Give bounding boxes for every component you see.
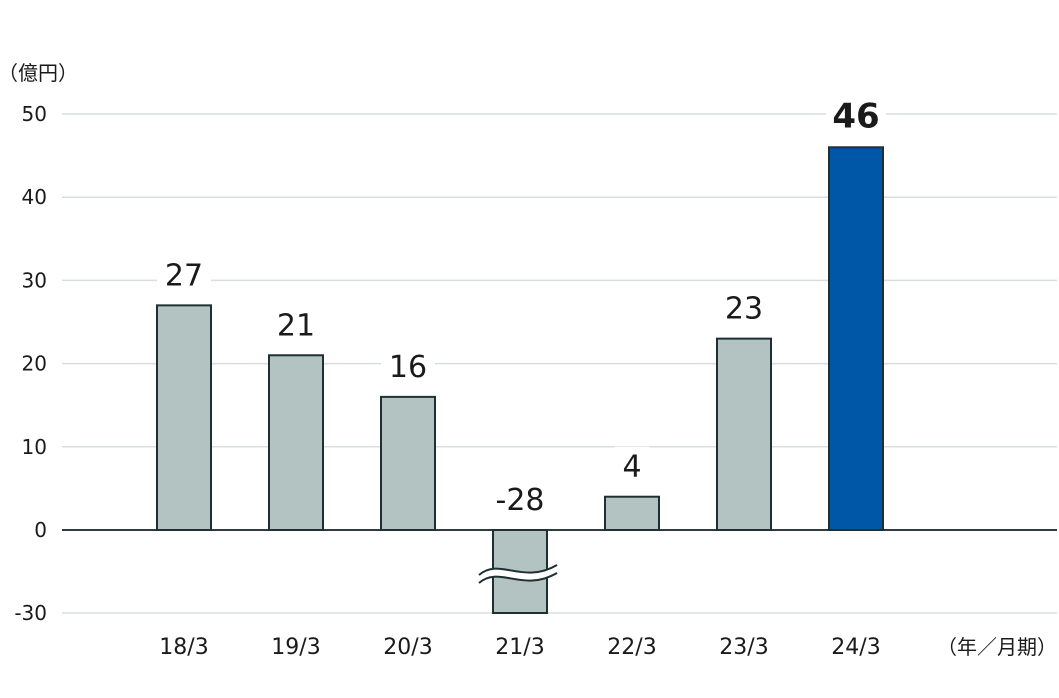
data-label-background: [614, 446, 650, 483]
data-label-background: [381, 346, 435, 383]
data-label: 21: [277, 308, 315, 343]
data-label-background: [826, 97, 886, 134]
data-label-background: [269, 305, 323, 342]
x-tick-label: 20/3: [383, 635, 432, 660]
y-tick-label: 40: [22, 185, 47, 209]
x-tick-label: 24/3: [831, 635, 880, 660]
data-label: 46: [832, 96, 879, 136]
x-tick-label: 22/3: [607, 635, 656, 660]
data-label: 4: [622, 450, 641, 485]
y-tick-label: 30: [22, 268, 47, 292]
bars: [156, 146, 884, 614]
data-label: 23: [725, 292, 763, 327]
data-label: -28: [496, 483, 545, 518]
axis-break-line: [478, 572, 558, 584]
y-tick-label: 0: [34, 518, 47, 542]
labels: 50 40 30 20 10 0 -30 27 18/3 21 19/3 16 20/3 -28 21/3 4…: [14, 96, 886, 660]
y-axis-unit-label: （億円）: [0, 61, 78, 85]
x-tick-label: 19/3: [271, 635, 320, 660]
y-tick-label: 50: [22, 102, 47, 126]
x-tick-label: 18/3: [159, 635, 208, 660]
data-label-background: [717, 288, 771, 325]
y-tick-label: 10: [22, 435, 47, 459]
x-tick-label: 21/3: [495, 635, 544, 660]
data-label-background: [157, 255, 211, 292]
data-label-background: [483, 480, 557, 516]
bar-20-3: [380, 395, 436, 531]
y-tick-label: 20: [22, 352, 47, 376]
x-tick-label: 23/3: [719, 635, 768, 660]
data-label: 27: [165, 258, 203, 293]
axis-break-line: [478, 564, 558, 576]
y-tick-label: -30: [14, 601, 47, 625]
bar-18-3: [156, 304, 212, 531]
bar-24-3: [828, 146, 884, 531]
bar-23-3: [716, 337, 772, 532]
bar-22-3: [604, 495, 660, 531]
bar-19-3: [268, 354, 324, 531]
data-label: 16: [389, 350, 427, 385]
x-axis-unit-label: （年／月期）: [937, 635, 1057, 659]
gridlines: [62, 113, 1057, 614]
